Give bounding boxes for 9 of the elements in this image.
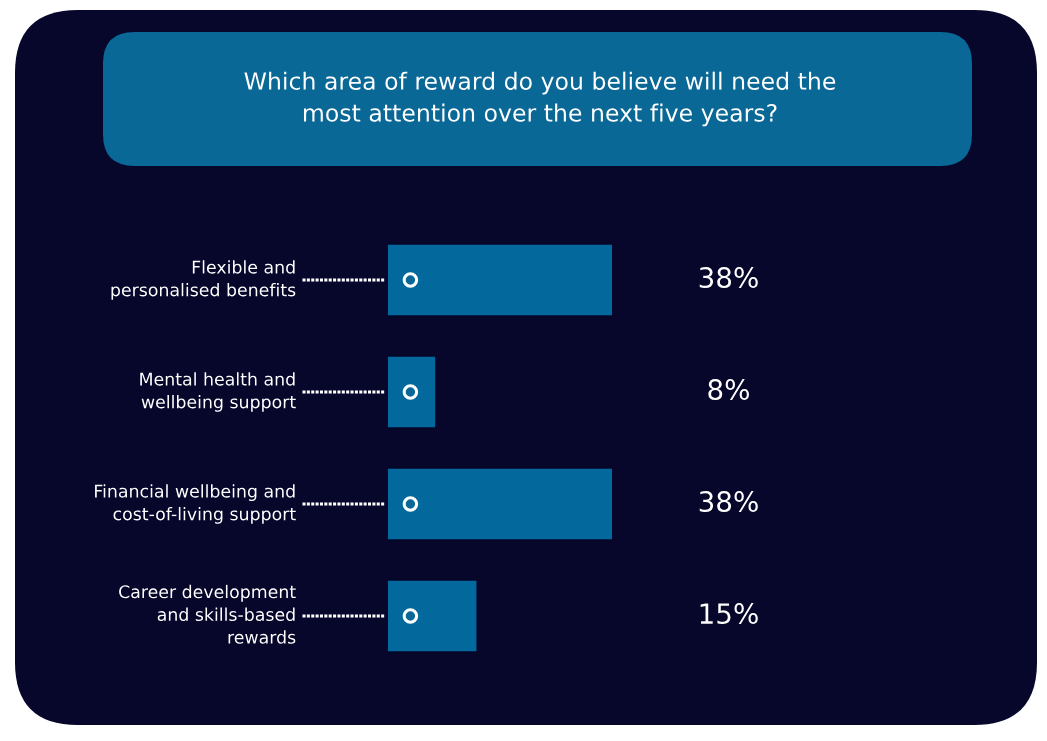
data-label: 38% [699,491,758,513]
chart-title: Which area of reward do you believe will need the most attention over the next five years? [244,71,836,127]
data-label: 38% [699,267,758,289]
data-label: 15% [700,603,758,625]
y-tick-label: Career development and skills-based rewards [119,584,296,644]
y-tick-label: Mental health and wellbeing support [140,372,296,412]
y-tick-label: Flexible and personalised benefits [111,260,296,300]
data-label: 8% [708,379,749,401]
y-tick-label: Financial wellbeing and cost-of-living support [95,484,296,524]
